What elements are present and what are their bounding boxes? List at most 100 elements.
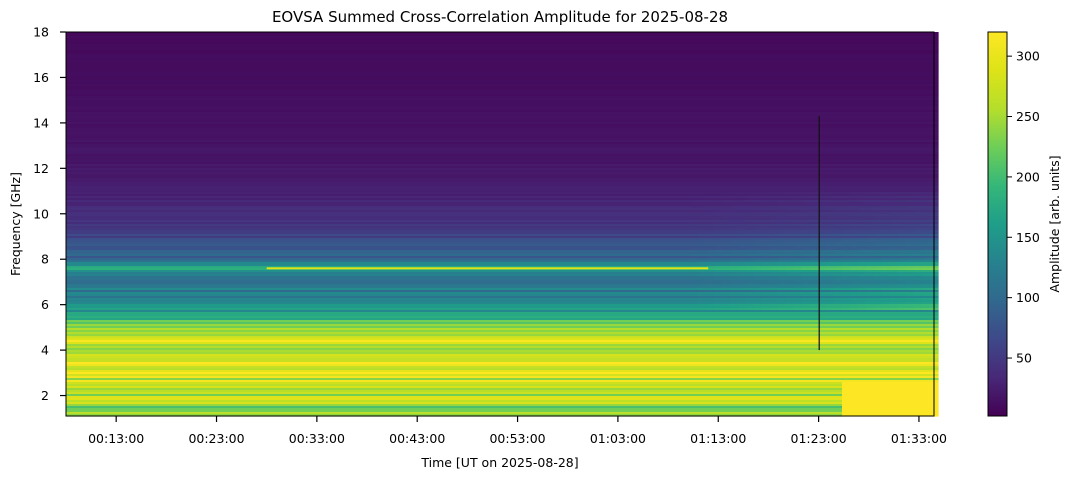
- heatmap-cell: [682, 32, 691, 35]
- heatmap-cell: [266, 50, 275, 53]
- heatmap-cell: [114, 48, 123, 51]
- heatmap-cell: [322, 36, 331, 39]
- heatmap-cell: [290, 42, 299, 45]
- heatmap-cell: [586, 68, 595, 71]
- heatmap-cell: [418, 36, 427, 39]
- heatmap-cell: [402, 60, 411, 63]
- heatmap-cell: [634, 40, 643, 43]
- heatmap-cell: [706, 56, 715, 59]
- heatmap-cell: [402, 54, 411, 57]
- heatmap-cell: [298, 66, 307, 69]
- heatmap-cell: [858, 62, 867, 65]
- heatmap-cell: [522, 56, 531, 59]
- heatmap-cell: [690, 34, 699, 37]
- heatmap-cell: [258, 56, 267, 59]
- heatmap-cell: [194, 48, 203, 51]
- heatmap-cell: [474, 50, 483, 53]
- heatmap-cell: [154, 50, 163, 53]
- heatmap-cell: [138, 46, 147, 49]
- heatmap-cell: [82, 40, 91, 43]
- heatmap-cell: [106, 64, 115, 67]
- heatmap-cell: [618, 58, 627, 61]
- heatmap-cell: [218, 54, 227, 57]
- heatmap-cell: [370, 38, 379, 41]
- heatmap-cell: [330, 36, 339, 39]
- heatmap-cell: [66, 52, 75, 55]
- heatmap-cell: [874, 58, 883, 61]
- heatmap-cell: [578, 44, 587, 47]
- heatmap-cell: [730, 56, 739, 59]
- heatmap-cell: [802, 56, 811, 59]
- heatmap-cell: [634, 48, 643, 51]
- heatmap-cell: [594, 64, 603, 67]
- heatmap-cell: [810, 38, 819, 41]
- heatmap-cell: [98, 62, 107, 65]
- heatmap-cell: [274, 36, 283, 39]
- heatmap-cell: [266, 58, 275, 61]
- heatmap-cell: [450, 38, 459, 41]
- heatmap-cell: [770, 40, 779, 43]
- heatmap-cell: [650, 50, 659, 53]
- heatmap-cell: [674, 66, 683, 69]
- heatmap-cell: [714, 58, 723, 61]
- heatmap-cell: [922, 38, 931, 41]
- heatmap-cell: [210, 36, 219, 39]
- heatmap-cell: [706, 66, 715, 69]
- heatmap-cell: [722, 64, 731, 67]
- heatmap-cell: [546, 58, 555, 61]
- heatmap-cell: [386, 62, 395, 65]
- heatmap-cell: [818, 48, 827, 51]
- heatmap-cell: [250, 54, 259, 57]
- heatmap-cell: [690, 40, 699, 43]
- heatmap-cell: [346, 72, 355, 75]
- heatmap-cell: [298, 40, 307, 43]
- heatmap-cell: [234, 48, 243, 51]
- heatmap-cell: [202, 60, 211, 63]
- heatmap-cell: [122, 42, 131, 45]
- heatmap-cell: [866, 34, 875, 37]
- heatmap-cell: [842, 36, 851, 39]
- heatmap-cell: [674, 40, 683, 43]
- heatmap-cell: [370, 66, 379, 69]
- heatmap-cell: [314, 36, 323, 39]
- heatmap-cell: [738, 56, 747, 59]
- heatmap-cell: [466, 70, 475, 73]
- heatmap-cell: [90, 42, 99, 45]
- heatmap-cell: [138, 64, 147, 67]
- heatmap-cell: [226, 40, 235, 43]
- heatmap-cell: [834, 34, 843, 37]
- heatmap-cell: [706, 42, 715, 45]
- heatmap-cell: [386, 64, 395, 67]
- heatmap-cell: [698, 58, 707, 61]
- heatmap-cell: [354, 32, 363, 35]
- heatmap-cell: [874, 62, 883, 65]
- heatmap-cell: [714, 34, 723, 37]
- heatmap-cell: [330, 72, 339, 75]
- heatmap-cell: [514, 52, 523, 55]
- heatmap-cell: [634, 66, 643, 69]
- heatmap-cell: [602, 36, 611, 39]
- heatmap-cell: [338, 64, 347, 67]
- heatmap-cell: [346, 44, 355, 47]
- heatmap-cell: [666, 32, 675, 35]
- heatmap-cell: [722, 52, 731, 55]
- heatmap-cell: [106, 54, 115, 57]
- heatmap-cell: [626, 34, 635, 37]
- heatmap-cell: [562, 68, 571, 71]
- heatmap-cell: [170, 64, 179, 67]
- heatmap-cell: [770, 34, 779, 37]
- heatmap-cell: [618, 54, 627, 57]
- heatmap-cell: [578, 34, 587, 37]
- heatmap-cell: [714, 62, 723, 65]
- heatmap-cell: [306, 40, 315, 43]
- heatmap-cell: [618, 42, 627, 45]
- heatmap-cell: [130, 44, 139, 47]
- heatmap-cell: [282, 52, 291, 55]
- heatmap-cell: [546, 52, 555, 55]
- heatmap-cell: [490, 64, 499, 67]
- heatmap-cell: [354, 38, 363, 41]
- heatmap-cell: [442, 62, 451, 65]
- heatmap-cell: [874, 38, 883, 41]
- heatmap-cell: [266, 66, 275, 69]
- heatmap-cell: [146, 40, 155, 43]
